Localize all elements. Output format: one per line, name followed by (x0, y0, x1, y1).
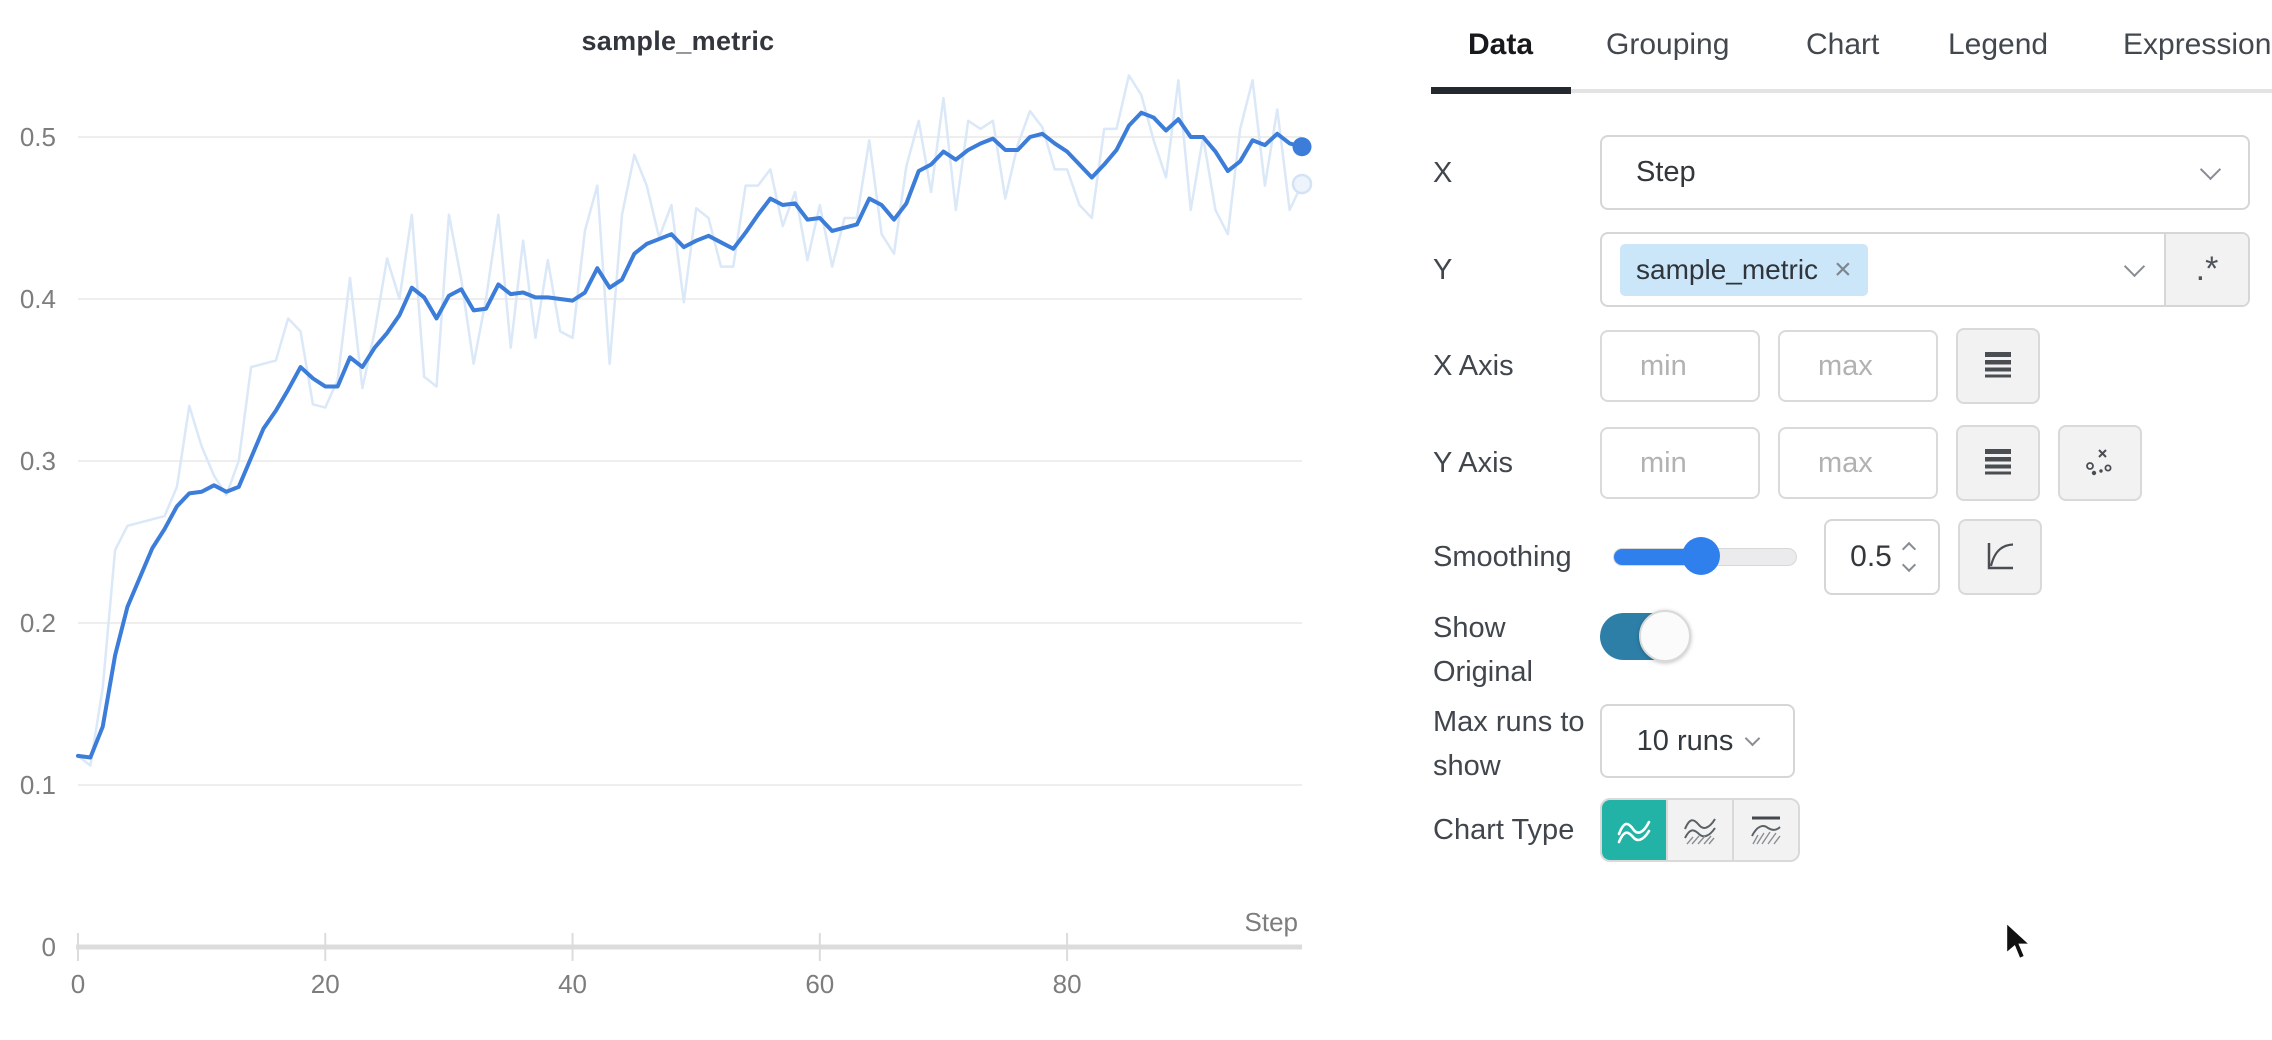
ignore-outliers-button[interactable] (2058, 425, 2142, 501)
chevron-down-icon (2199, 158, 2222, 181)
smoothing-slider-fill (1614, 549, 1702, 565)
y-axis-row: Y Axis (1433, 425, 2142, 501)
x-metric-value: Step (1636, 156, 1696, 188)
y-tick-label: 0.3 (20, 446, 56, 476)
log-scale-icon (1985, 449, 2011, 475)
smoothing-slider[interactable] (1613, 537, 1797, 575)
stepper-arrows[interactable] (1901, 541, 1916, 573)
tab-data[interactable]: Data (1468, 28, 1534, 61)
max-runs-dropdown[interactable]: 10 runs (1600, 704, 1795, 778)
x-field-row: X Step (1433, 135, 2250, 210)
series-line-0 (76, 74, 1304, 767)
ignore-outliers-icon (2086, 449, 2112, 476)
tab-grouping[interactable]: Grouping (1606, 28, 1730, 61)
mouse-cursor (2004, 920, 2034, 961)
series-end-dot (1292, 137, 1312, 157)
chart-type-segmented-control (1600, 798, 1800, 862)
y-metric-select[interactable]: sample_metric × .* (1600, 232, 2250, 307)
x-tick-label: 0 (71, 969, 85, 999)
y-axis-label: Y Axis (1433, 447, 1514, 479)
smoothing-slider-knob[interactable] (1682, 537, 1720, 575)
chevron-down-icon (2123, 255, 2146, 278)
chevron-down-icon (1745, 730, 1761, 746)
smoothing-curve-icon (1987, 543, 2014, 570)
chart-type-label: Chart Type (1433, 814, 1575, 846)
x-tick-label: 40 (558, 969, 587, 999)
y-axis-min-input[interactable] (1600, 427, 1760, 499)
y-selected-chips: sample_metric × (1602, 243, 2127, 296)
log-scale-icon (1985, 352, 2011, 378)
x-tick-label: 80 (1053, 969, 1082, 999)
tab-expressions[interactable]: Expressions (2123, 28, 2272, 61)
show-original-row: Show Original (1433, 606, 1691, 694)
y-field-label: Y (1433, 253, 1453, 286)
chevron-down-icon (1901, 557, 1916, 573)
smoothing-value-stepper[interactable]: 0.5 (1824, 519, 1940, 595)
x-axis-min-input[interactable] (1600, 330, 1760, 402)
tab-chart[interactable]: Chart (1806, 28, 1880, 61)
line-plot-icon (1617, 820, 1651, 844)
chart-type-area-button[interactable] (1666, 800, 1732, 860)
y-metric-chip-label: sample_metric (1636, 253, 1819, 285)
tab-legend[interactable]: Legend (1948, 28, 2049, 61)
y-tick-label: 0.4 (20, 284, 56, 314)
x-tick-label: 60 (805, 969, 834, 999)
metric-chart[interactable]: 0 0.1 0.2 0.3 0.4 0.5 0 20 40 60 80 Step (0, 0, 1340, 1040)
max-runs-row: Max runs to show 10 runs (1433, 700, 1795, 788)
max-runs-label: Max runs to show (1433, 706, 1585, 782)
max-runs-value: 10 runs (1636, 724, 1734, 757)
chart-title: sample_metric (581, 26, 775, 56)
x-metric-select[interactable]: Step (1600, 135, 2250, 210)
y-tick-label: 0.1 (20, 770, 56, 800)
y-field-row: Y sample_metric × .* (1433, 232, 2250, 307)
chart-type-row: Chart Type (1433, 798, 1800, 862)
area-plot-icon (1684, 818, 1716, 845)
active-tab-indicator (1431, 87, 1571, 94)
x-axis-title: Step (1245, 907, 1299, 937)
series-line-1 (76, 110, 1304, 760)
smoothing-row: Smoothing 0.5 (1433, 519, 2042, 595)
x-axis-max-input[interactable] (1778, 330, 1938, 402)
y-metric-chip[interactable]: sample_metric × (1620, 243, 1868, 296)
smoothing-value: 0.5 (1850, 540, 1892, 573)
smoothing-label: Smoothing (1433, 541, 1572, 573)
x-axis-label: X Axis (1433, 350, 1514, 382)
remove-metric-icon[interactable]: × (1834, 252, 1852, 286)
show-original-toggle[interactable] (1600, 610, 1691, 662)
smoothing-type-button[interactable] (1958, 519, 2042, 595)
regex-toggle-button[interactable]: .* (2164, 234, 2248, 305)
show-original-label: Show Original (1433, 612, 1533, 688)
y-axis-max-input[interactable] (1778, 427, 1938, 499)
chart-type-line-button[interactable] (1602, 800, 1666, 860)
y-tick-label: 0.5 (20, 122, 56, 152)
band-plot-icon (1751, 816, 1781, 845)
x-tick-label: 20 (311, 969, 340, 999)
metric-chart-panel: sample_metric 0 0.1 0.2 0.3 0.4 0.5 0 20 40 60 80 S… (0, 0, 1340, 1040)
y-tick-label: 0.2 (20, 608, 56, 638)
chart-type-band-button[interactable] (1732, 800, 1798, 860)
y-tick-label: 0 (42, 932, 56, 962)
chevron-up-icon (1901, 541, 1916, 557)
x-field-label: X (1433, 156, 1453, 189)
series-end-dot-faint (1291, 173, 1313, 195)
x-log-scale-button[interactable] (1956, 328, 2040, 404)
y-log-scale-button[interactable] (1956, 425, 2040, 501)
toggle-knob (1639, 610, 1691, 662)
tabbar-divider (1431, 89, 2272, 93)
x-axis-row: X Axis (1433, 328, 2040, 404)
